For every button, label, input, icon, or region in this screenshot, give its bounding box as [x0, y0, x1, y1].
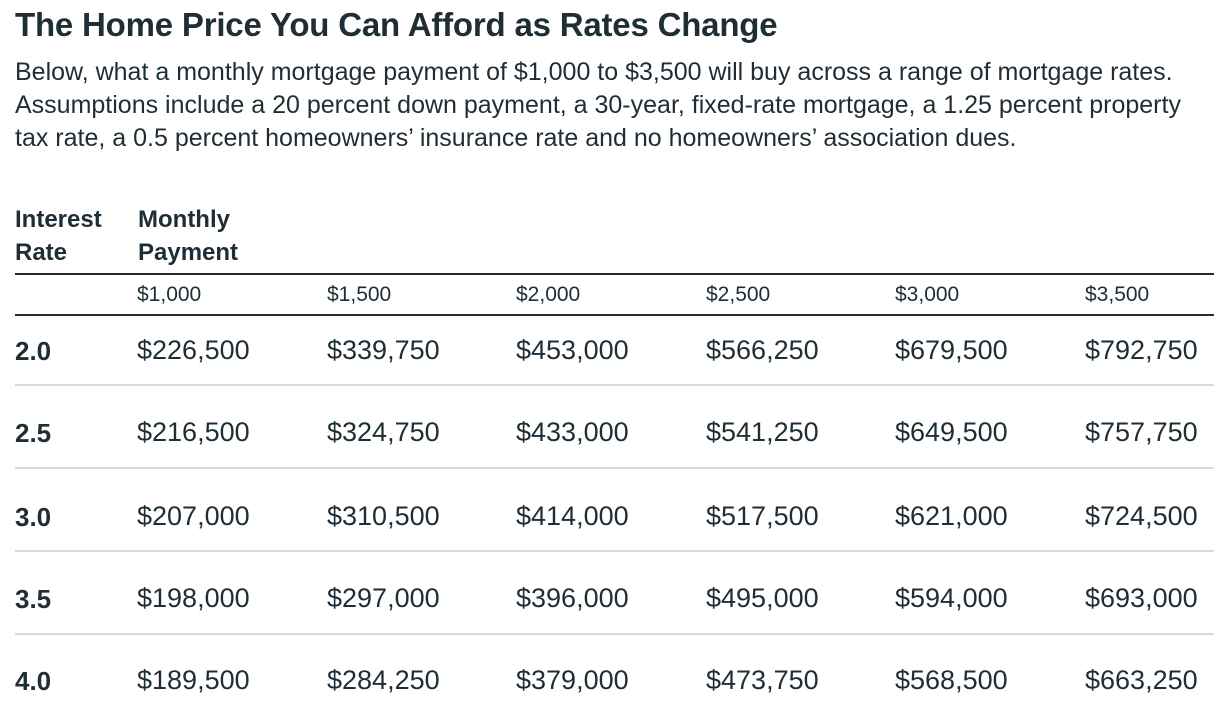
- chart-subtitle: Below, what a monthly mortgage payment o…: [15, 58, 1181, 152]
- header-top-rule: [15, 273, 1214, 275]
- row-divider: [15, 467, 1214, 469]
- payment-column-label: $1,500: [327, 283, 392, 306]
- home-price-cell: $757,750: [1085, 417, 1198, 447]
- home-price-cell: $495,000: [706, 583, 819, 613]
- monthly-payment-header-line1: Monthly: [138, 206, 230, 233]
- home-price-cell: $621,000: [895, 501, 1008, 531]
- home-price-cell: $339,750: [327, 335, 440, 365]
- home-price-cell: $693,000: [1085, 583, 1198, 613]
- home-price-cell: $594,000: [895, 583, 1008, 613]
- home-price-cell: $566,250: [706, 335, 819, 365]
- home-price-cell: $517,500: [706, 501, 819, 531]
- home-price-cell: $396,000: [516, 583, 629, 613]
- home-price-cell: $297,000: [327, 583, 440, 613]
- home-price-cell: $724,500: [1085, 501, 1198, 531]
- home-price-cell: $207,000: [137, 501, 250, 531]
- home-price-cell: $433,000: [516, 417, 629, 447]
- home-price-cell: $568,500: [895, 665, 1008, 695]
- interest-rate-header: Interest Rate: [15, 203, 102, 269]
- interest-rate-cell: 4.0: [15, 666, 52, 696]
- monthly-payment-header-line2: Payment: [138, 239, 239, 266]
- home-price-cell: $198,000: [137, 583, 250, 613]
- home-price-cell: $792,750: [1085, 335, 1198, 365]
- home-price-cell: $473,750: [706, 665, 819, 695]
- home-price-cell: $310,500: [327, 501, 440, 531]
- home-price-cell: $649,500: [895, 417, 1008, 447]
- header-bottom-rule: [15, 314, 1214, 316]
- home-price-cell: $379,000: [516, 665, 629, 695]
- interest-rate-cell: 3.5: [15, 584, 52, 614]
- home-price-cell: $663,250: [1085, 665, 1198, 695]
- interest-rate-cell: 2.0: [15, 336, 52, 366]
- home-price-cell: $226,500: [137, 335, 250, 365]
- monthly-payment-header: Monthly Payment: [138, 203, 238, 269]
- home-price-cell: $189,500: [137, 665, 250, 695]
- interest-rate-cell: 2.5: [15, 418, 52, 448]
- home-price-cell: $541,250: [706, 417, 819, 447]
- payment-column-label: $2,000: [516, 283, 581, 306]
- payment-column-label: $3,000: [895, 283, 960, 306]
- row-divider: [15, 550, 1214, 552]
- interest-rate-header-line1: Interest: [15, 206, 102, 233]
- home-price-cell: $284,250: [327, 665, 440, 695]
- payment-column-label: $3,500: [1085, 283, 1150, 306]
- payment-column-label: $2,500: [706, 283, 771, 306]
- home-price-cell: $324,750: [327, 417, 440, 447]
- home-price-cell: $216,500: [137, 417, 250, 447]
- row-divider: [15, 633, 1214, 635]
- interest-rate-cell: 3.0: [15, 502, 52, 532]
- home-price-cell: $679,500: [895, 335, 1008, 365]
- interest-rate-header-line2: Rate: [15, 239, 68, 266]
- home-price-cell: $414,000: [516, 501, 629, 531]
- home-price-cell: $453,000: [516, 335, 629, 365]
- payment-column-label: $1,000: [137, 283, 202, 306]
- chart-title: The Home Price You Can Afford as Rates C…: [15, 6, 778, 43]
- row-divider: [15, 384, 1214, 386]
